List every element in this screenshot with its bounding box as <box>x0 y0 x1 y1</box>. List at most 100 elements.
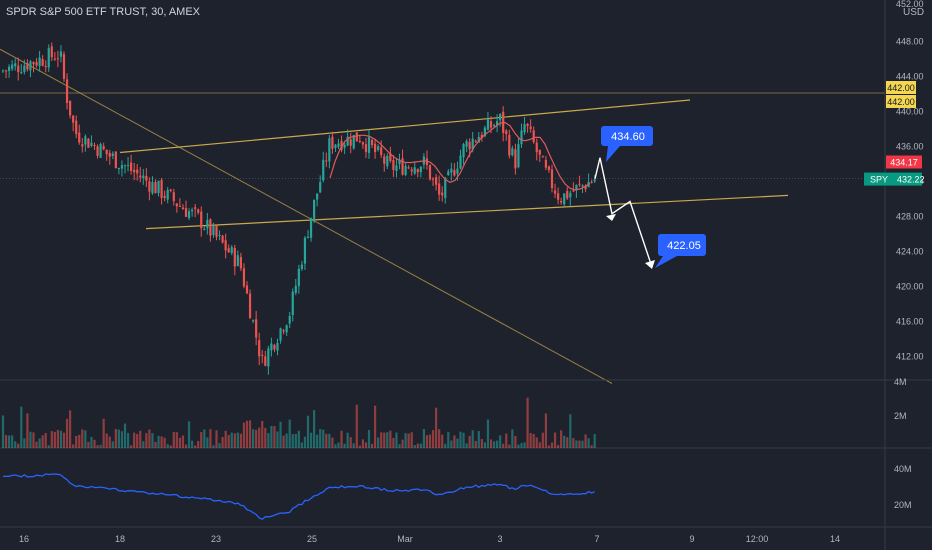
volume-bar <box>319 429 322 448</box>
candle-body <box>14 63 17 67</box>
candle-body <box>578 183 581 185</box>
volume-bar <box>20 406 23 448</box>
volume-bar <box>291 434 294 448</box>
candle-body <box>99 144 102 158</box>
candle-body <box>367 137 371 153</box>
candle-body <box>56 58 59 60</box>
volume-bar <box>483 442 486 448</box>
volume-bar <box>428 434 432 448</box>
price-tick-label: 424.00 <box>896 247 924 257</box>
volume-bar <box>148 429 151 448</box>
volume-pane[interactable] <box>1 397 596 448</box>
candle-body <box>197 209 200 213</box>
candle-body <box>340 140 343 151</box>
volume-bar <box>386 432 389 448</box>
candle-body <box>69 100 72 116</box>
oscillator-axis[interactable]: 40M 20M <box>894 464 912 510</box>
candle-body <box>398 159 401 165</box>
volume-bar <box>142 441 145 448</box>
volume-bar <box>267 433 270 448</box>
volume-bar <box>389 430 392 448</box>
volume-bar <box>566 437 569 448</box>
volume-bar <box>572 438 575 448</box>
volume-bar <box>242 422 246 448</box>
volume-bar <box>123 423 127 448</box>
candle-body <box>267 348 270 367</box>
volume-bar <box>279 421 282 448</box>
candle-body <box>532 130 535 143</box>
oscillator-tick-label: 40M <box>894 464 912 474</box>
candle-body <box>215 225 218 237</box>
volume-bar <box>297 430 300 448</box>
candle-body <box>300 264 303 269</box>
candle-body <box>120 165 124 169</box>
candle-body <box>462 144 465 158</box>
candle-body <box>471 138 474 150</box>
volume-bar <box>87 441 90 448</box>
candle-body <box>38 57 41 67</box>
candle-body <box>102 146 105 150</box>
volume-bar <box>136 433 139 448</box>
volume-bar <box>352 443 355 448</box>
volume-bar <box>401 439 404 448</box>
candle-body <box>41 59 44 66</box>
candle-body <box>313 199 316 219</box>
candle-body <box>316 193 319 200</box>
oscillator-pane[interactable] <box>2 473 595 520</box>
candle-body <box>255 319 258 338</box>
volume-bar <box>93 439 96 448</box>
price-tick-label: 428.00 <box>896 212 924 222</box>
volume-bar <box>514 436 517 448</box>
candle-body <box>401 158 404 175</box>
candle-body <box>553 190 557 194</box>
candle-body <box>447 171 450 176</box>
candle-body <box>288 315 291 324</box>
time-axis[interactable]: 16 18 23 25 Mar 3 7 9 12:00 14 <box>19 534 840 544</box>
target-callout-label: 422.05 <box>667 240 701 252</box>
candle-body <box>276 342 279 351</box>
volume-bar <box>404 433 407 448</box>
volume-bar <box>111 441 114 448</box>
volume-bar <box>340 430 343 448</box>
volume-bar <box>358 445 361 448</box>
candle-body <box>261 355 264 357</box>
volume-bar <box>383 432 386 448</box>
candle-body <box>465 141 468 147</box>
volume-bar <box>459 431 462 448</box>
candle-body <box>294 285 297 293</box>
candle-body <box>230 247 233 254</box>
volume-bar <box>233 433 236 448</box>
time-tick-label: 14 <box>830 534 840 544</box>
volume-bar <box>316 434 319 448</box>
candle-body <box>218 234 221 236</box>
last-price-label: 432.22 <box>897 175 925 185</box>
volume-bar <box>477 431 480 448</box>
volume-bar <box>53 431 56 448</box>
candle-body <box>248 293 252 319</box>
candle-body <box>343 144 346 148</box>
volume-bar <box>374 405 377 448</box>
candle-body <box>563 193 566 205</box>
candle-body <box>309 217 313 238</box>
candle-body <box>72 115 75 123</box>
volume-bar <box>206 437 209 448</box>
volume-bar <box>569 414 572 448</box>
level-price-badge <box>886 95 916 108</box>
candle-body <box>306 236 310 238</box>
volume-bar <box>218 443 221 448</box>
volume-bar <box>456 438 459 448</box>
candle-body <box>209 219 212 236</box>
candle-body <box>157 180 160 194</box>
volume-axis[interactable]: 4M 2M <box>894 377 907 421</box>
candle-body <box>145 175 148 181</box>
candle-body <box>557 193 560 200</box>
candle-body <box>1 70 5 72</box>
price-tick-label: 440.00 <box>896 107 924 117</box>
candle-body <box>392 159 395 170</box>
volume-bar <box>465 443 468 448</box>
candle-body <box>520 130 523 145</box>
candle-body <box>87 138 90 148</box>
candle-body <box>538 149 541 155</box>
price-pane[interactable] <box>0 42 885 384</box>
